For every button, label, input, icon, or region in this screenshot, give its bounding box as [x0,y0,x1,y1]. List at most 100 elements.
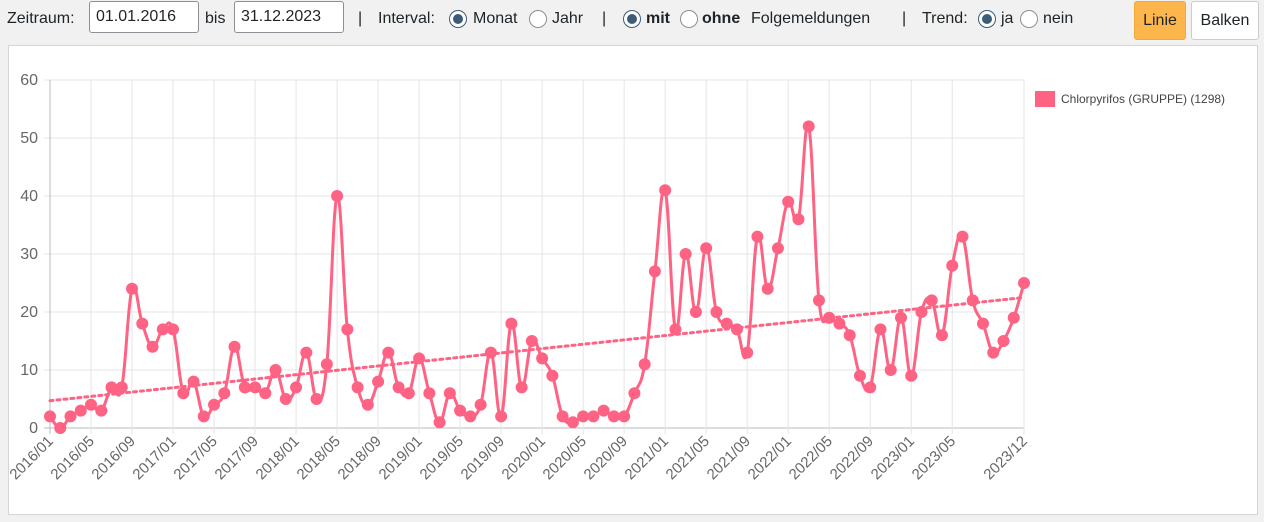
y-tick-label: 10 [20,362,38,379]
x-tick-label: 2019/05 [417,433,467,483]
x-tick-label: 2016/01 [6,433,56,483]
y-tick-label: 20 [20,304,38,321]
data-point [208,398,221,411]
data-point [505,317,518,330]
data-point [1007,311,1020,324]
y-tick-label: 40 [20,188,38,205]
data-point [689,306,702,318]
y-axis-ticks: 0 10 20 30 40 50 60 [20,72,38,437]
data-point [146,340,159,353]
data-point [413,352,426,365]
folge-ohne-label[interactable]: ohne [702,10,741,27]
data-point [905,369,918,382]
x-axis-ticks: 2016/012016/052016/092017/012017/052017/… [6,433,1030,483]
balken-button[interactable]: Balken [1191,1,1259,40]
data-point [607,410,620,423]
folge-ohne-radio[interactable] [680,10,698,28]
x-tick-label: 2017/09 [212,433,262,483]
date-from-input[interactable]: 01.01.2016 [89,1,199,33]
data-point [310,393,323,405]
x-tick-label: 2020/05 [540,433,590,483]
trend-label: Trend: [922,10,968,27]
x-tick-label: 2019/01 [376,433,426,483]
x-tick-label: 2019/09 [458,433,508,483]
x-tick-label: 2021/01 [622,433,672,483]
data-point [628,387,641,400]
data-point [474,398,487,411]
interval-jahr-radio[interactable] [529,10,547,28]
chart-panel [8,45,1258,515]
interval-monat-label[interactable]: Monat [473,10,518,27]
trend-nein-label[interactable]: nein [1043,10,1074,27]
x-tick-label: 2022/09 [827,433,877,483]
data-point [894,311,907,324]
folge-suffix-label: Folgemeldungen [751,10,871,27]
trend-nein-radio[interactable] [1020,10,1038,28]
trend-ja-label[interactable]: ja [1001,10,1014,27]
x-tick-label: 2020/09 [581,433,631,483]
data-point [238,381,251,394]
data-point [402,387,415,400]
x-tick-label: 2021/09 [704,433,754,483]
data-point [761,282,774,295]
data-point [443,387,456,400]
data-point [618,410,631,423]
data-point [105,381,118,394]
data-point [730,323,743,336]
data-point [782,195,795,208]
data-point [956,230,969,243]
interval-monat-radio[interactable] [449,10,467,28]
data-point [638,358,651,371]
data-point [987,346,1000,359]
trend-ja-radio[interactable] [978,10,996,28]
data-point [372,375,385,388]
data-point [925,294,938,307]
data-point [1018,277,1030,289]
folge-mit-label[interactable]: mit [646,10,670,27]
data-point [823,311,836,324]
zeitraum-label: Zeitraum: [7,10,75,27]
data-point [843,329,856,342]
data-point [741,346,754,359]
data-point [587,410,600,423]
x-tick-label: 2017/05 [171,433,221,483]
legend-swatch[interactable] [1035,91,1055,107]
data-point [751,230,764,243]
interval-jahr-label[interactable]: Jahr [552,10,584,27]
data-point [577,410,590,423]
series-group [44,120,1030,434]
data-point [228,340,241,353]
data-point [833,317,846,330]
data-point [710,306,723,318]
data-point [218,387,231,400]
data-point [249,381,262,394]
data-point [361,398,374,411]
data-point [177,387,190,400]
data-point [946,259,959,272]
folge-mit-radio[interactable] [623,10,641,28]
date-to-input[interactable]: 31.12.2023 [234,1,344,33]
data-point [915,306,928,318]
data-point [997,335,1010,347]
data-point [597,404,610,417]
data-point [74,404,87,417]
data-point [341,323,354,336]
x-tick-label: 2018/09 [335,433,385,483]
data-point [495,410,508,423]
data-point [279,393,292,405]
y-tick-label: 50 [20,130,38,147]
y-tick-label: 30 [20,246,38,263]
bis-label: bis [205,10,226,27]
data-point [54,422,67,434]
x-tick-label: 2023/12 [980,433,1030,483]
chart-grid [44,79,1025,434]
data-point [700,242,713,255]
data-point [136,317,149,330]
x-tick-label: 2023/01 [868,433,918,483]
linie-button[interactable]: Linie [1134,1,1186,40]
data-point [187,375,200,388]
data-point [156,323,169,336]
legend-label[interactable]: Chlorpyrifos (GRUPPE) (1298) [1061,92,1226,106]
data-point [423,387,436,400]
data-point [167,323,180,336]
